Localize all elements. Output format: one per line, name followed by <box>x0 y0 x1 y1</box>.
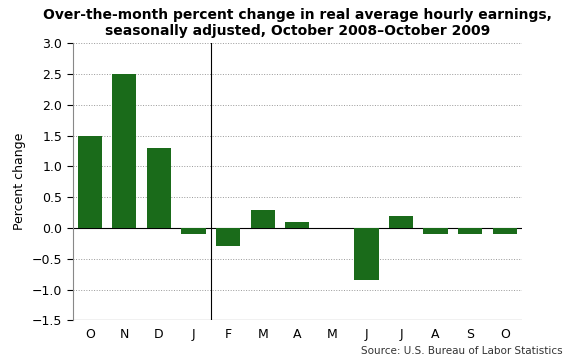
Bar <box>389 216 413 228</box>
Bar <box>492 228 517 234</box>
Bar <box>354 228 379 280</box>
Bar <box>78 136 102 228</box>
Bar <box>113 74 136 228</box>
Title: Over-the-month percent change in real average hourly earnings,
seasonally adjust: Over-the-month percent change in real av… <box>43 8 552 38</box>
Bar <box>458 228 482 234</box>
Y-axis label: Percent change: Percent change <box>13 133 26 230</box>
Bar <box>251 210 275 228</box>
Bar <box>285 222 309 228</box>
Bar <box>147 148 171 228</box>
Bar <box>423 228 448 234</box>
Text: Source: U.S. Bureau of Labor Statistics: Source: U.S. Bureau of Labor Statistics <box>361 346 563 356</box>
Bar <box>216 228 240 247</box>
Bar <box>182 228 206 234</box>
